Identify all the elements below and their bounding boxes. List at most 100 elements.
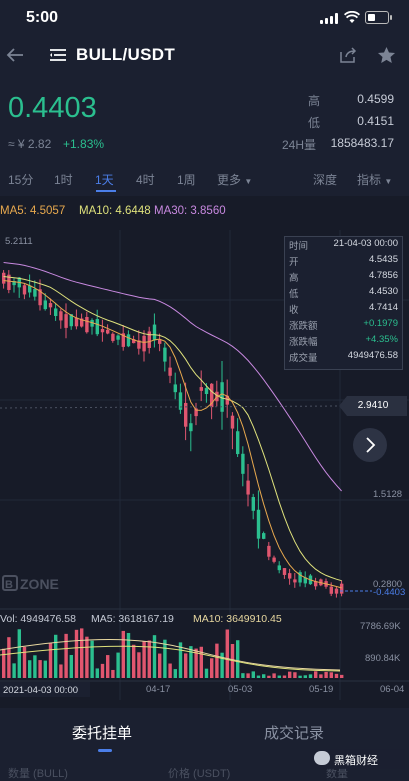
axis-label: 0.2800 [373, 579, 402, 590]
favorite-star-icon[interactable] [377, 46, 396, 64]
candle-body [236, 431, 240, 455]
tab-more[interactable]: 更多 ▼ [217, 171, 252, 188]
back-arrow-icon[interactable] [6, 47, 24, 63]
status-bar: 5:00 [0, 0, 409, 38]
candle-body [293, 579, 297, 583]
candle-body [314, 581, 318, 587]
volume-bar [48, 642, 53, 678]
vol-axis-label: 7786.69K [360, 621, 401, 632]
candle-info-box: 时间 21-04-03 00:00 开 4.5435 高 4.7856 低 4.4530… [284, 236, 403, 370]
tab-open-orders[interactable]: 委托挂单 [72, 725, 133, 742]
volume-bar [163, 639, 167, 678]
info-row-change-pct: 涨跌幅 +4.35% [289, 334, 398, 348]
volume-bar [74, 629, 79, 678]
candle-body [74, 317, 79, 327]
vol-axis-label: 890.84K [365, 653, 401, 664]
stat-value: 1858483.17 [330, 136, 394, 150]
share-icon[interactable] [338, 46, 358, 64]
volume-bar [210, 658, 214, 678]
tab-1week[interactable]: 1周 [177, 173, 196, 187]
volume-bar [293, 672, 297, 678]
volume-bar [59, 664, 63, 678]
candle-body [95, 319, 99, 335]
candle-body [59, 311, 63, 321]
volume-bar [256, 675, 261, 678]
ma30-line [3, 262, 342, 492]
volume-bar [199, 646, 203, 678]
volume-bar [132, 644, 136, 678]
candle-body [220, 382, 224, 412]
candle-body [272, 557, 276, 562]
candle-body [256, 509, 261, 539]
volume-bar [334, 673, 339, 678]
indicators-button[interactable]: 指标 ▼ [357, 171, 392, 188]
cursor-date-box [0, 682, 90, 697]
volume-bar [324, 671, 328, 678]
volume-bar [173, 669, 177, 678]
candle-body [64, 314, 68, 328]
vol-ma10-line [0, 645, 341, 672]
info-row-open: 开 4.5435 [289, 254, 398, 268]
tab-1day[interactable]: 1天 [95, 173, 114, 187]
volume-bar [17, 629, 21, 678]
wifi-icon [344, 11, 360, 23]
volume-bar [298, 675, 302, 678]
battery-icon [365, 11, 392, 24]
volume-bar [340, 674, 344, 678]
pair-title[interactable]: BULL/USDT [76, 45, 176, 64]
tab-4hour[interactable]: 4时 [136, 173, 155, 187]
candle-body [147, 331, 151, 348]
ma5-line [3, 280, 342, 589]
candle-body [303, 577, 307, 584]
active-tab-underline [96, 190, 116, 192]
wechat-watermark: 黑箱财经 [310, 749, 405, 769]
tab-1hour[interactable]: 1时 [54, 173, 73, 187]
header-bar [0, 38, 409, 74]
candle-body [267, 545, 271, 557]
info-row-volume: 成交量 4949476.58 [289, 350, 398, 364]
candle-body [85, 316, 89, 333]
volume-bar [33, 655, 37, 678]
menu-drawer-icon[interactable] [48, 47, 68, 63]
volume-bar [142, 641, 146, 678]
candle-body [163, 347, 167, 362]
indicators-label: 指标 [357, 173, 382, 187]
candle-body [69, 314, 73, 327]
volume-bars [2, 628, 344, 678]
volume-bar [158, 653, 162, 678]
tab-more-label: 更多 [217, 173, 242, 187]
volume-bar [7, 637, 11, 678]
candle-body [199, 387, 203, 391]
candle-body [158, 339, 162, 344]
volume-bar [80, 628, 84, 678]
volume-bar [236, 640, 240, 678]
candle-body [137, 340, 141, 349]
candle-body [189, 423, 193, 432]
volume-bar [194, 648, 198, 678]
depth-button[interactable]: 深度 [313, 173, 338, 187]
volume-bar [272, 673, 276, 678]
stat-label: 高 [308, 94, 321, 108]
volume-bar [282, 675, 287, 678]
candle-body [43, 300, 47, 310]
scroll-latest-button[interactable] [353, 428, 387, 462]
candle-body [334, 588, 339, 594]
volume-bar [277, 675, 281, 678]
volume-bar [100, 663, 105, 678]
candle-body [225, 395, 229, 405]
volume-bar [147, 640, 151, 678]
info-row-time: 时间 21-04-03 00:00 [289, 238, 398, 252]
svg-text:ZONE: ZONE [20, 576, 59, 592]
candle-body [288, 573, 292, 579]
vol-ma10-label: MA10: 3649910.45 [193, 613, 282, 625]
candle-body [173, 384, 177, 393]
candle-body [22, 285, 27, 295]
tab-trade-history[interactable]: 成交记录 [264, 725, 325, 742]
candle-body [277, 565, 281, 571]
candle-body [80, 318, 84, 327]
x-axis-date: 05-19 [309, 684, 333, 695]
volume-bar [64, 633, 68, 678]
ma10-label: MA10: 4.6448 [79, 205, 151, 217]
tab-15min[interactable]: 15分 [8, 173, 34, 187]
candle-body [38, 289, 42, 306]
